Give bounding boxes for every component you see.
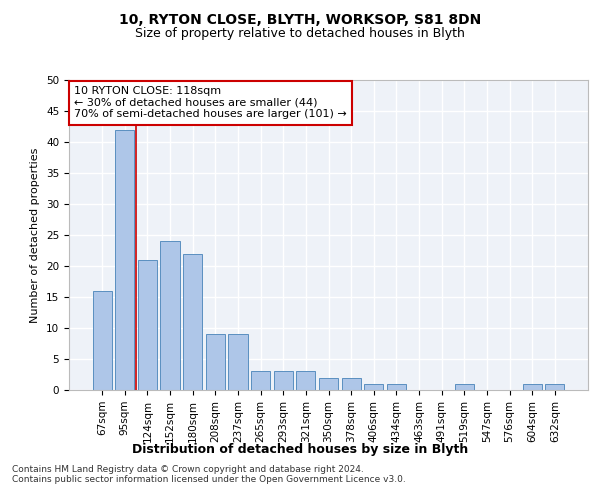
Bar: [319, 378, 338, 390]
Text: 10, RYTON CLOSE, BLYTH, WORKSOP, S81 8DN: 10, RYTON CLOSE, BLYTH, WORKSOP, S81 8DN: [119, 12, 481, 26]
Bar: [364, 384, 383, 390]
Bar: [274, 372, 293, 390]
Bar: [296, 372, 316, 390]
Bar: [523, 384, 542, 390]
Text: Contains HM Land Registry data © Crown copyright and database right 2024.
Contai: Contains HM Land Registry data © Crown c…: [12, 465, 406, 484]
Bar: [545, 384, 565, 390]
Bar: [229, 334, 248, 390]
Bar: [183, 254, 202, 390]
Y-axis label: Number of detached properties: Number of detached properties: [31, 148, 40, 322]
Bar: [206, 334, 225, 390]
Bar: [251, 372, 270, 390]
Bar: [455, 384, 474, 390]
Bar: [341, 378, 361, 390]
Bar: [138, 260, 157, 390]
Text: 10 RYTON CLOSE: 118sqm
← 30% of detached houses are smaller (44)
70% of semi-det: 10 RYTON CLOSE: 118sqm ← 30% of detached…: [74, 86, 347, 120]
Text: Size of property relative to detached houses in Blyth: Size of property relative to detached ho…: [135, 28, 465, 40]
Bar: [92, 291, 112, 390]
Bar: [387, 384, 406, 390]
Text: Distribution of detached houses by size in Blyth: Distribution of detached houses by size …: [132, 442, 468, 456]
Bar: [115, 130, 134, 390]
Bar: [160, 241, 180, 390]
